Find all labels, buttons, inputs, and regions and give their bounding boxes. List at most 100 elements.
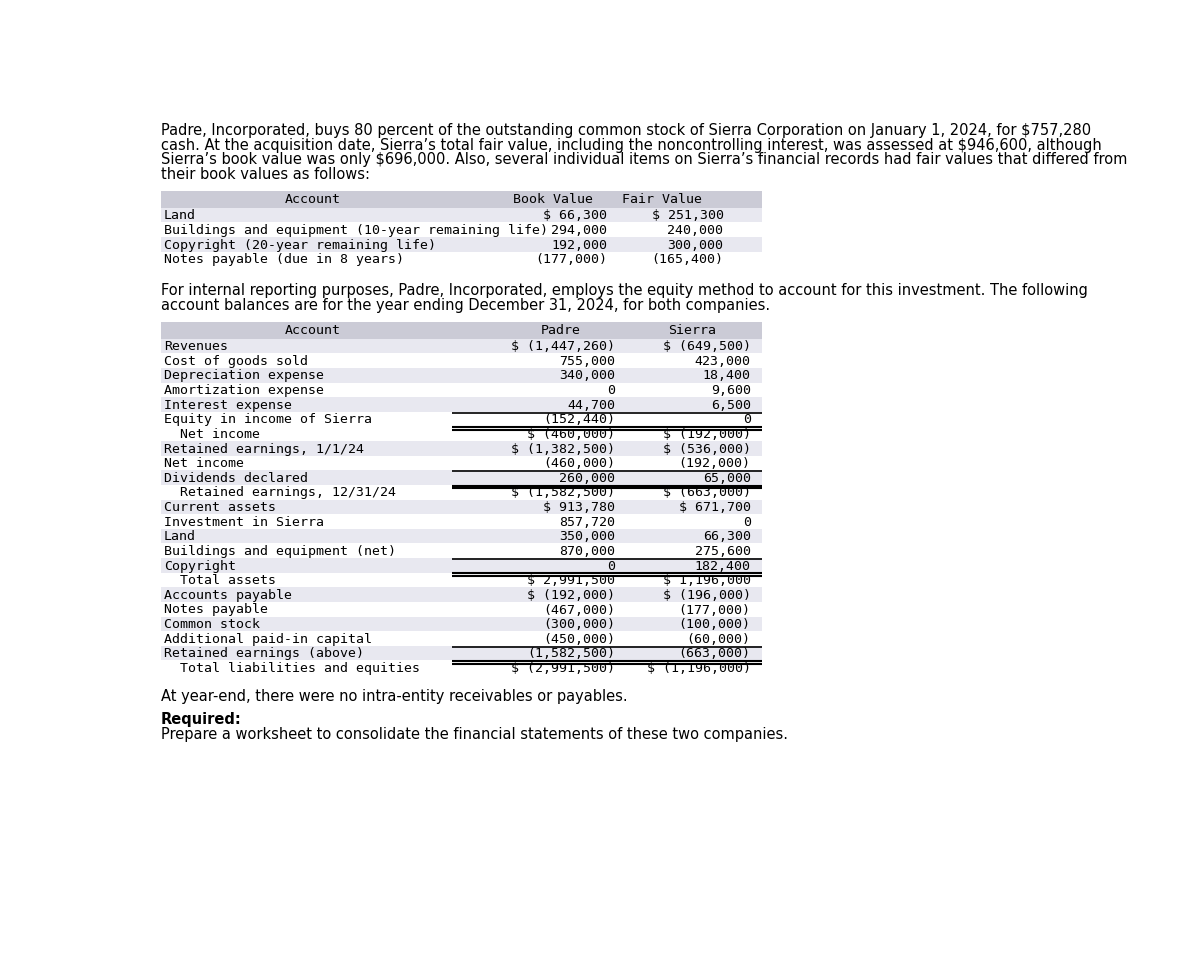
Bar xyxy=(161,222,762,237)
Text: (663,000): (663,000) xyxy=(679,648,751,660)
Bar xyxy=(161,573,762,587)
Text: 9,600: 9,600 xyxy=(710,384,751,397)
Bar xyxy=(161,646,762,660)
Bar xyxy=(161,427,762,441)
Text: Total liabilities and equities: Total liabilities and equities xyxy=(164,662,420,675)
Text: 857,720: 857,720 xyxy=(559,516,616,529)
Text: Notes payable: Notes payable xyxy=(164,604,268,617)
Text: $ 66,300: $ 66,300 xyxy=(544,209,607,222)
Text: $ (1,447,260): $ (1,447,260) xyxy=(511,340,616,353)
Text: (1,582,500): (1,582,500) xyxy=(527,648,616,660)
Bar xyxy=(161,354,762,368)
Text: 340,000: 340,000 xyxy=(559,369,616,382)
Bar xyxy=(161,322,762,338)
Text: Current assets: Current assets xyxy=(164,501,276,514)
Bar xyxy=(161,441,762,456)
Bar xyxy=(161,500,762,514)
Text: $ 2,991,500: $ 2,991,500 xyxy=(527,575,616,587)
Bar xyxy=(161,514,762,529)
Bar xyxy=(161,558,762,573)
Text: (192,000): (192,000) xyxy=(679,457,751,470)
Text: (60,000): (60,000) xyxy=(686,632,751,646)
Bar xyxy=(161,470,762,485)
Text: 0: 0 xyxy=(743,413,751,427)
Text: Retained earnings, 1/1/24: Retained earnings, 1/1/24 xyxy=(164,443,364,456)
Text: 240,000: 240,000 xyxy=(667,224,724,237)
Text: $ 1,196,000: $ 1,196,000 xyxy=(662,575,751,587)
Bar xyxy=(161,660,762,676)
Bar xyxy=(161,543,762,558)
Text: Net income: Net income xyxy=(164,428,260,441)
Text: Prepare a worksheet to consolidate the financial statements of these two compani: Prepare a worksheet to consolidate the f… xyxy=(161,727,788,742)
Text: Padre: Padre xyxy=(541,324,581,337)
Bar xyxy=(161,631,762,646)
Text: Buildings and equipment (net): Buildings and equipment (net) xyxy=(164,545,396,558)
Text: Account: Account xyxy=(284,324,341,337)
Bar xyxy=(161,237,762,252)
Text: $ (192,000): $ (192,000) xyxy=(527,589,616,602)
Text: Required:: Required: xyxy=(161,712,241,727)
Text: 192,000: 192,000 xyxy=(551,238,607,252)
Text: Additional paid-in capital: Additional paid-in capital xyxy=(164,632,372,646)
Text: Sierra: Sierra xyxy=(668,324,716,337)
Text: 423,000: 423,000 xyxy=(695,355,751,368)
Text: Notes payable (due in 8 years): Notes payable (due in 8 years) xyxy=(164,253,404,266)
Text: $ (2,991,500): $ (2,991,500) xyxy=(511,662,616,675)
Text: (460,000): (460,000) xyxy=(542,457,616,470)
Bar xyxy=(161,617,762,631)
Text: $ (1,582,500): $ (1,582,500) xyxy=(511,486,616,500)
Text: 260,000: 260,000 xyxy=(559,472,616,485)
Text: $ (196,000): $ (196,000) xyxy=(662,589,751,602)
Text: 18,400: 18,400 xyxy=(703,369,751,382)
Text: Fair Value: Fair Value xyxy=(622,193,702,206)
Text: Retained earnings, 12/31/24: Retained earnings, 12/31/24 xyxy=(164,486,396,500)
Text: 300,000: 300,000 xyxy=(667,238,724,252)
Text: Sierra’s book value was only $696,000. Also, several individual items on Sierra’: Sierra’s book value was only $696,000. A… xyxy=(161,152,1127,167)
Text: Copyright: Copyright xyxy=(164,559,236,573)
Bar xyxy=(161,191,762,208)
Text: $ 913,780: $ 913,780 xyxy=(542,501,616,514)
Bar xyxy=(161,338,762,354)
Text: (177,000): (177,000) xyxy=(679,604,751,617)
Text: $ 671,700: $ 671,700 xyxy=(679,501,751,514)
Text: $ (1,382,500): $ (1,382,500) xyxy=(511,443,616,456)
Bar xyxy=(161,368,762,382)
Text: Interest expense: Interest expense xyxy=(164,399,292,411)
Text: At year-end, there were no intra-entity receivables or payables.: At year-end, there were no intra-entity … xyxy=(161,689,628,704)
Text: (467,000): (467,000) xyxy=(542,604,616,617)
Text: Revenues: Revenues xyxy=(164,340,228,353)
Text: Dividends declared: Dividends declared xyxy=(164,472,308,485)
Text: Investment in Sierra: Investment in Sierra xyxy=(164,516,324,529)
Text: Cost of goods sold: Cost of goods sold xyxy=(164,355,308,368)
Bar xyxy=(161,382,762,397)
Text: 0: 0 xyxy=(607,559,616,573)
Text: 66,300: 66,300 xyxy=(703,530,751,543)
Text: Land: Land xyxy=(164,209,196,222)
Text: Copyright (20-year remaining life): Copyright (20-year remaining life) xyxy=(164,238,436,252)
Text: Buildings and equipment (10-year remaining life): Buildings and equipment (10-year remaini… xyxy=(164,224,548,237)
Text: $ (649,500): $ (649,500) xyxy=(662,340,751,353)
Bar xyxy=(161,529,762,543)
Text: $ (536,000): $ (536,000) xyxy=(662,443,751,456)
Text: $ (1,196,000): $ (1,196,000) xyxy=(647,662,751,675)
Text: 755,000: 755,000 xyxy=(559,355,616,368)
Text: (165,400): (165,400) xyxy=(652,253,724,266)
Text: $ (663,000): $ (663,000) xyxy=(662,486,751,500)
Text: 350,000: 350,000 xyxy=(559,530,616,543)
Text: 6,500: 6,500 xyxy=(710,399,751,411)
Text: 294,000: 294,000 xyxy=(551,224,607,237)
Bar xyxy=(161,602,762,617)
Text: Amortization expense: Amortization expense xyxy=(164,384,324,397)
Bar xyxy=(161,397,762,411)
Text: For internal reporting purposes, Padre, Incorporated, employs the equity method : For internal reporting purposes, Padre, … xyxy=(161,283,1087,298)
Text: Padre, Incorporated, buys 80 percent of the outstanding common stock of Sierra C: Padre, Incorporated, buys 80 percent of … xyxy=(161,123,1091,138)
Bar xyxy=(161,485,762,500)
Text: 44,700: 44,700 xyxy=(568,399,616,411)
Text: their book values as follows:: their book values as follows: xyxy=(161,167,370,182)
Text: Accounts payable: Accounts payable xyxy=(164,589,292,602)
Text: Depreciation expense: Depreciation expense xyxy=(164,369,324,382)
Text: 0: 0 xyxy=(607,384,616,397)
Bar xyxy=(161,208,762,222)
Text: Retained earnings (above): Retained earnings (above) xyxy=(164,648,364,660)
Bar xyxy=(161,411,762,427)
